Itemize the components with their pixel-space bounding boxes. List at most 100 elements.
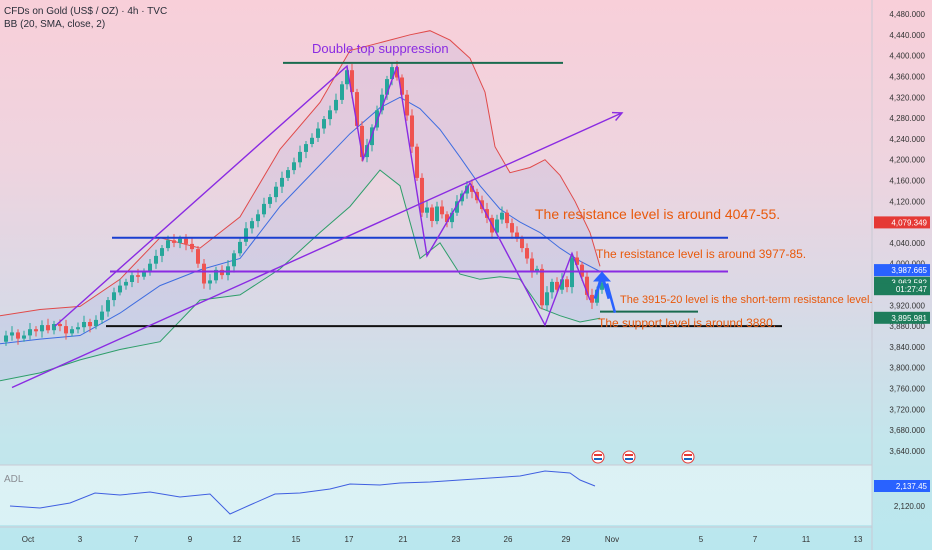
annotation-text-4: The support level is around 3880. [598, 316, 776, 330]
y-tick-label: 4,480.000 [889, 10, 925, 19]
x-tick-label: Oct [22, 535, 35, 544]
annotation-text-1: The resistance level is around 4047-55. [535, 206, 780, 222]
forecast-arrow-head [593, 271, 611, 282]
candle-body [184, 238, 188, 244]
event-flag-icon [622, 450, 636, 464]
candle-body [142, 271, 146, 277]
candle-body [470, 185, 474, 192]
candle-body [100, 311, 104, 320]
candle-body [535, 268, 539, 272]
candle-body [425, 207, 429, 213]
candle-body [274, 186, 278, 198]
x-tick-label: 23 [452, 535, 461, 544]
candle-body [500, 212, 504, 220]
candle-body [520, 238, 524, 249]
candle-body [238, 241, 242, 254]
candle-body [58, 324, 62, 327]
annotation-text-0: Double top suppression [312, 41, 449, 56]
candle-body [94, 319, 98, 327]
x-tick-label: 17 [345, 535, 354, 544]
y-tick-label: 3,640.000 [889, 447, 925, 456]
candle-body [600, 283, 604, 290]
candle-body [455, 201, 459, 213]
candle-body [465, 185, 469, 194]
candle-body [575, 257, 579, 265]
price-label: 3,987.665 [891, 266, 927, 275]
adl-title: ADL [4, 474, 23, 485]
candle-body [268, 197, 272, 204]
candle-body [410, 115, 414, 147]
y-tick-label: 3,840.000 [889, 343, 925, 352]
candles [4, 60, 604, 346]
candle-body [505, 212, 509, 224]
candle-body [202, 263, 206, 284]
candle-body [355, 92, 359, 126]
annotation-text-3: The 3915-20 level is the short-term resi… [620, 294, 873, 306]
candle-body [292, 162, 296, 171]
candle-body [40, 325, 44, 332]
candle-body [136, 275, 140, 277]
candle-body [345, 70, 349, 85]
candle-body [82, 322, 86, 328]
candle-body [585, 276, 589, 295]
candle-body [280, 177, 284, 187]
candle-body [118, 285, 122, 293]
candle-body [298, 151, 302, 163]
bollinger-bands [0, 30, 601, 382]
x-tick-label: 21 [399, 535, 408, 544]
y-tick-label: 4,200.000 [889, 156, 925, 165]
pattern-line-0 [54, 64, 591, 327]
event-flag-stripe [625, 458, 633, 460]
candle-body [545, 292, 549, 306]
indicator-label: BB (20, SMA, close, 2) [4, 19, 106, 30]
candle-body [28, 329, 32, 336]
candle-body [16, 332, 20, 339]
candle-body [495, 219, 499, 233]
candle-body [148, 263, 152, 272]
x-tick-label: 26 [504, 535, 513, 544]
candle-body [485, 209, 489, 218]
candle-body [34, 329, 38, 332]
adl-value-label: 2,137.45 [896, 482, 928, 491]
price-label: 01:27:47 [896, 285, 928, 294]
candle-body [540, 268, 544, 306]
candle-body [124, 281, 128, 286]
y-tick-label: 4,400.000 [889, 52, 925, 61]
candle-body [256, 214, 260, 222]
candle-body [46, 325, 50, 331]
candle-body [322, 119, 326, 129]
price-label-bg [874, 216, 930, 229]
y-tick-label: 4,280.000 [889, 114, 925, 123]
candle-body [316, 128, 320, 138]
price-label: 3,895.981 [891, 314, 927, 323]
candle-body [340, 84, 344, 100]
candle-body [420, 177, 424, 213]
price-label-bg [874, 311, 930, 324]
candle-body [10, 332, 14, 336]
trend-arrow-head [611, 111, 624, 121]
x-tick-label: 3 [78, 535, 83, 544]
adl-value-bg [874, 480, 930, 492]
x-tick-label: 13 [854, 535, 863, 544]
candle-body [435, 206, 439, 222]
candle-body [64, 326, 68, 334]
x-tick-label: Nov [605, 535, 619, 544]
candle-body [530, 258, 534, 272]
candle-body [172, 240, 176, 243]
candle-body [178, 238, 182, 243]
candle-body [208, 280, 212, 284]
y-tick-label: 4,440.000 [889, 31, 925, 40]
adl-indicator: 2,137.45 2,120.00 [9, 470, 930, 515]
event-icons [591, 450, 695, 464]
candle-body [555, 281, 559, 290]
bb-lower-line [0, 169, 601, 382]
event-flag-icon [591, 450, 605, 464]
candle-body [52, 324, 56, 331]
candle-body [190, 243, 194, 250]
event-flag-stripe [594, 458, 602, 460]
x-tick-label: 29 [562, 535, 571, 544]
event-flag-stripe [684, 454, 692, 456]
candle-body [154, 255, 158, 264]
trend-arrow-line [11, 112, 623, 389]
